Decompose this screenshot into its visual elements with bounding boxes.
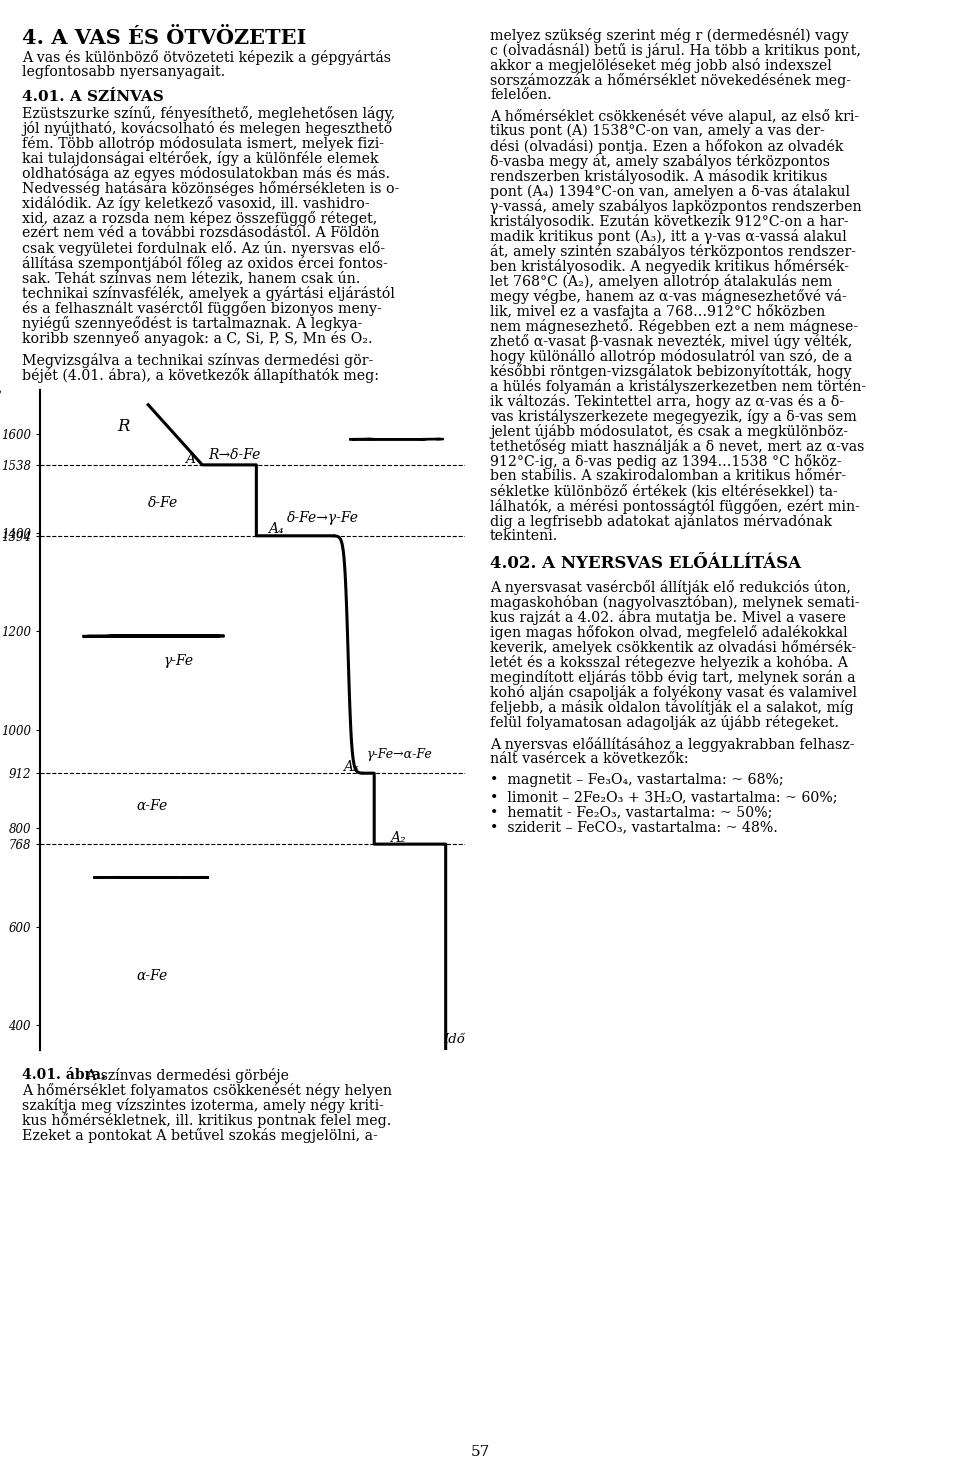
Text: R: R: [117, 418, 130, 436]
Text: későbbi röntgen-vizsgálatok bebizonyították, hogy: későbbi röntgen-vizsgálatok bebizonyítot…: [490, 364, 852, 378]
Text: madik kritikus pont (A₃), itt a γ-vas α-vassá alakul: madik kritikus pont (A₃), itt a γ-vas α-…: [490, 229, 847, 244]
Text: tethetőség miatt használják a δ nevet, mert az α-vas: tethetőség miatt használják a δ nevet, m…: [490, 439, 864, 453]
Text: technikai színvasfélék, amelyek a gyártási eljárástól: technikai színvasfélék, amelyek a gyártá…: [22, 286, 395, 301]
Text: δ-Fe: δ-Fe: [148, 496, 179, 511]
Text: keverik, amelyek csökkentik az olvadási hőmérsék-: keverik, amelyek csökkentik az olvadási …: [490, 640, 856, 654]
Text: 4. A VAS ÉS ÖTVÖZETEI: 4. A VAS ÉS ÖTVÖZETEI: [22, 28, 306, 48]
Text: •  hematit - Fe₂O₃, vastartalma: ~ 50%;: • hematit - Fe₂O₃, vastartalma: ~ 50%;: [490, 805, 773, 819]
Text: csak vegyületei fordulnak elő. Az ún. nyersvas elő-: csak vegyületei fordulnak elő. Az ún. ny…: [22, 241, 385, 257]
Text: 57: 57: [470, 1445, 490, 1460]
Text: A nyersvasat vasércből állítják elő redukciós úton,: A nyersvasat vasércből állítják elő redu…: [490, 579, 851, 596]
Text: δ-Fe→γ-Fe: δ-Fe→γ-Fe: [287, 511, 359, 525]
Text: Ezeket a pontokat A betűvel szokás megjelölni, a-: Ezeket a pontokat A betűvel szokás megje…: [22, 1128, 377, 1143]
Text: letét és a koksszal rétegezve helyezik a kohóba. A: letét és a koksszal rétegezve helyezik a…: [490, 654, 848, 670]
Text: sorszámozzák a hőmérséklet növekedésének meg-: sorszámozzák a hőmérséklet növekedésének…: [490, 73, 851, 88]
Text: A₄: A₄: [268, 522, 283, 535]
Text: tikus pont (A) 1538°C-on van, amely a vas der-: tikus pont (A) 1538°C-on van, amely a va…: [490, 125, 825, 138]
Text: Idő: Idő: [444, 1033, 465, 1046]
Text: akkor a megjelöléseket még jobb alsó indexszel: akkor a megjelöléseket még jobb alsó ind…: [490, 59, 831, 73]
Text: zhető α-vasat β-vasnak nevezték, mivel úgy vélték,: zhető α-vasat β-vasnak nevezték, mivel ú…: [490, 334, 852, 349]
Text: igen magas hőfokon olvad, megfelelő adalékokkal: igen magas hőfokon olvad, megfelelő adal…: [490, 625, 848, 640]
Text: és a felhasznált vasérctől függően bizonyos meny-: és a felhasznált vasérctől függően bizon…: [22, 301, 382, 315]
Text: A hőmérséklet csökkenését véve alapul, az első kri-: A hőmérséklet csökkenését véve alapul, a…: [490, 109, 859, 125]
Text: •  sziderit – FeCO₃, vastartalma: ~ 48%.: • sziderit – FeCO₃, vastartalma: ~ 48%.: [490, 820, 778, 835]
Text: xidálódik. Az így keletkező vasoxid, ill. vashidro-: xidálódik. Az így keletkező vasoxid, ill…: [22, 197, 370, 211]
Text: γ-Fe: γ-Fe: [163, 654, 194, 667]
Text: A₂: A₂: [390, 832, 405, 845]
Text: sékletke különböző értékek (kis eltérésekkel) ta-: sékletke különböző értékek (kis eltérése…: [490, 484, 838, 499]
Text: A hőmérséklet folyamatos csökkenését négy helyen: A hőmérséklet folyamatos csökkenését nég…: [22, 1083, 392, 1097]
Text: kus hőmérsékletnek, ill. kritikus pontnak felel meg.: kus hőmérsékletnek, ill. kritikus pontna…: [22, 1113, 392, 1128]
Text: szakítja meg vízszintes izoterma, amely négy kriti-: szakítja meg vízszintes izoterma, amely …: [22, 1097, 384, 1113]
Text: γ-Fe→α-Fe: γ-Fe→α-Fe: [367, 748, 432, 761]
Text: A: A: [185, 452, 195, 467]
Text: dig a legfrisebb adatokat ajánlatos mérvadónak: dig a legfrisebb adatokat ajánlatos mérv…: [490, 513, 832, 530]
Text: ezért nem véd a további rozsdásodástól. A Földön: ezért nem véd a további rozsdásodástól. …: [22, 226, 379, 241]
Text: rendszerben kristályosodik. A második kritikus: rendszerben kristályosodik. A második kr…: [490, 169, 828, 183]
Text: lálhatók, a mérési pontosságtól függően, ezért min-: lálhatók, a mérési pontosságtól függően,…: [490, 499, 860, 513]
Text: vas kristályszerkezete megegyezik, így a δ-vas sem: vas kristályszerkezete megegyezik, így a…: [490, 409, 856, 424]
Text: 4.01. ábra.: 4.01. ábra.: [22, 1068, 106, 1083]
Text: γ-vassá, amely szabályos lapközpontos rendszerben: γ-vassá, amely szabályos lapközpontos re…: [490, 200, 862, 214]
Text: A vas és különböző ötvözeteti képezik a gépgyártás: A vas és különböző ötvözeteti képezik a …: [22, 50, 391, 65]
Text: hogy különálló allotróp módosulatról van szó, de a: hogy különálló allotróp módosulatról van…: [490, 349, 852, 364]
Text: dési (olvadási) pontja. Ezen a hőfokon az olvadék: dési (olvadási) pontja. Ezen a hőfokon a…: [490, 139, 844, 154]
Text: kristályosodik. Ezután következik 912°C-on a har-: kristályosodik. Ezután következik 912°C-…: [490, 214, 849, 229]
Text: a hülés folyamán a kristályszerkezetben nem történ-: a hülés folyamán a kristályszerkezetben …: [490, 378, 866, 395]
Text: α-Fe: α-Fe: [136, 970, 168, 983]
Text: •  magnetit – Fe₃O₄, vastartalma: ~ 68%;: • magnetit – Fe₃O₄, vastartalma: ~ 68%;: [490, 773, 783, 786]
Text: magaskohóban (nagyolvasztóban), melynek semati-: magaskohóban (nagyolvasztóban), melynek …: [490, 596, 859, 610]
Text: Ezüstszurke színű, fényesíthető, meglehetősen lágy,: Ezüstszurke színű, fényesíthető, meglehe…: [22, 106, 396, 120]
Text: 912°C-ig, a δ-vas pedig az 1394…1538 °C hőköz-: 912°C-ig, a δ-vas pedig az 1394…1538 °C …: [490, 453, 842, 469]
Text: megy végbe, hanem az α-vas mágnesezhetővé vá-: megy végbe, hanem az α-vas mágnesezhetőv…: [490, 289, 847, 304]
Text: állítása szempontjából főleg az oxidos ércei fontos-: állítása szempontjából főleg az oxidos é…: [22, 257, 388, 271]
Text: ben stabilis. A szakirodalomban a kritikus hőmér-: ben stabilis. A szakirodalomban a kritik…: [490, 469, 846, 483]
Text: R→δ-Fe: R→δ-Fe: [208, 447, 260, 462]
Text: feljebb, a másik oldalon távolítják el a salakot, míg: feljebb, a másik oldalon távolítják el a…: [490, 700, 853, 714]
Text: c (olvadásnál) betű is járul. Ha több a kritikus pont,: c (olvadásnál) betű is járul. Ha több a …: [490, 43, 861, 59]
Text: kus rajzát a 4.02. ábra mutatja be. Mivel a vasere: kus rajzát a 4.02. ábra mutatja be. Mive…: [490, 610, 846, 625]
Text: A₃: A₃: [344, 760, 359, 773]
Text: nált vasércek a következők:: nált vasércek a következők:: [490, 753, 688, 766]
Text: melyez szükség szerint még r (dermedésnél) vagy: melyez szükség szerint még r (dermedésné…: [490, 28, 849, 43]
Text: felül folyamatosan adagolják az újább rétegeket.: felül folyamatosan adagolják az újább ré…: [490, 714, 839, 731]
Text: 4.01. A SZÍNVAS: 4.01. A SZÍNVAS: [22, 89, 164, 104]
Text: Megvizsgálva a technikai színvas dermedési gör-: Megvizsgálva a technikai színvas dermedé…: [22, 354, 373, 368]
Text: legfontosabb nyersanyagait.: legfontosabb nyersanyagait.: [22, 65, 226, 79]
Text: •  limonit – 2Fe₂O₃ + 3H₂O, vastartalma: ~ 60%;: • limonit – 2Fe₂O₃ + 3H₂O, vastartalma: …: [490, 791, 837, 804]
Text: tekinteni.: tekinteni.: [490, 530, 559, 543]
Text: 4.02. A NYERSVAS ELŐÁLLÍTÁSA: 4.02. A NYERSVAS ELŐÁLLÍTÁSA: [490, 555, 802, 572]
Text: A színvas dermedési görbéje: A színvas dermedési görbéje: [82, 1068, 289, 1083]
Text: nyiégű szennyeődést is tartalmaznak. A legkya-: nyiégű szennyeődést is tartalmaznak. A l…: [22, 315, 362, 332]
Text: ben kristályosodik. A negyedik kritikus hőmérsék-: ben kristályosodik. A negyedik kritikus …: [490, 260, 849, 274]
Text: koribb szennyeő anyagok: a C, Si, P, S, Mn és O₂.: koribb szennyeő anyagok: a C, Si, P, S, …: [22, 332, 372, 346]
Text: oldhatósága az egyes módosulatokban más és más.: oldhatósága az egyes módosulatokban más …: [22, 166, 390, 180]
Text: xid, azaz a rozsda nem képez összefüggő réteget,: xid, azaz a rozsda nem képez összefüggő …: [22, 211, 377, 226]
Text: let 768°C (A₂), amelyen allotróp átalakulás nem: let 768°C (A₂), amelyen allotróp átalaku…: [490, 274, 832, 289]
Text: A nyersvas előállításához a leggyakrabban felhasz-: A nyersvas előállításához a leggyakrabba…: [490, 736, 854, 753]
Text: béjét (4.01. ábra), a következők állapíthatók meg:: béjét (4.01. ábra), a következők állapít…: [22, 368, 379, 383]
Text: α-Fe: α-Fe: [136, 800, 168, 813]
Text: fém. Több allotróp módosulata ismert, melyek fizi-: fém. Több allotróp módosulata ismert, me…: [22, 136, 384, 151]
Text: Nedvesség hatására közönséges hőmérsékleten is o-: Nedvesség hatására közönséges hőmérsékle…: [22, 180, 399, 197]
Text: pont (A₄) 1394°C-on van, amelyen a δ-vas átalakul: pont (A₄) 1394°C-on van, amelyen a δ-vas…: [490, 183, 850, 200]
Text: t°C: t°C: [0, 390, 1, 403]
Text: át, amely szintén szabályos térközpontos rendszer-: át, amely szintén szabályos térközpontos…: [490, 244, 856, 260]
Text: ik változás. Tekintettel arra, hogy az α-vas és a δ-: ik változás. Tekintettel arra, hogy az α…: [490, 395, 844, 409]
Text: kohó alján csapolják a folyékony vasat és valamivel: kohó alján csapolják a folyékony vasat é…: [490, 685, 857, 700]
Text: δ-vasba megy át, amely szabályos térközpontos: δ-vasba megy át, amely szabályos térközp…: [490, 154, 830, 169]
Text: nem mágnesezhető. Régebben ezt a nem mágnese-: nem mágnesezhető. Régebben ezt a nem mág…: [490, 318, 858, 334]
Text: megindított eljárás több évig tart, melynek során a: megindított eljárás több évig tart, mely…: [490, 670, 855, 685]
Text: kai tulajdonságai eltérőek, így a különféle elemek: kai tulajdonságai eltérőek, így a különf…: [22, 151, 378, 166]
Text: sak. Tehát színvas nem létezik, hanem csak ún.: sak. Tehát színvas nem létezik, hanem cs…: [22, 271, 360, 285]
Text: felelően.: felelően.: [490, 88, 552, 103]
Text: jelent újább módosulatot, és csak a megkülönböz-: jelent újább módosulatot, és csak a megk…: [490, 424, 848, 439]
Text: jól nyújtható, kovácsolható és melegen hegeszthető: jól nyújtható, kovácsolható és melegen h…: [22, 120, 393, 136]
Text: lik, mivel ez a vasfajta a 768...912°C hőközben: lik, mivel ez a vasfajta a 768...912°C h…: [490, 304, 826, 318]
